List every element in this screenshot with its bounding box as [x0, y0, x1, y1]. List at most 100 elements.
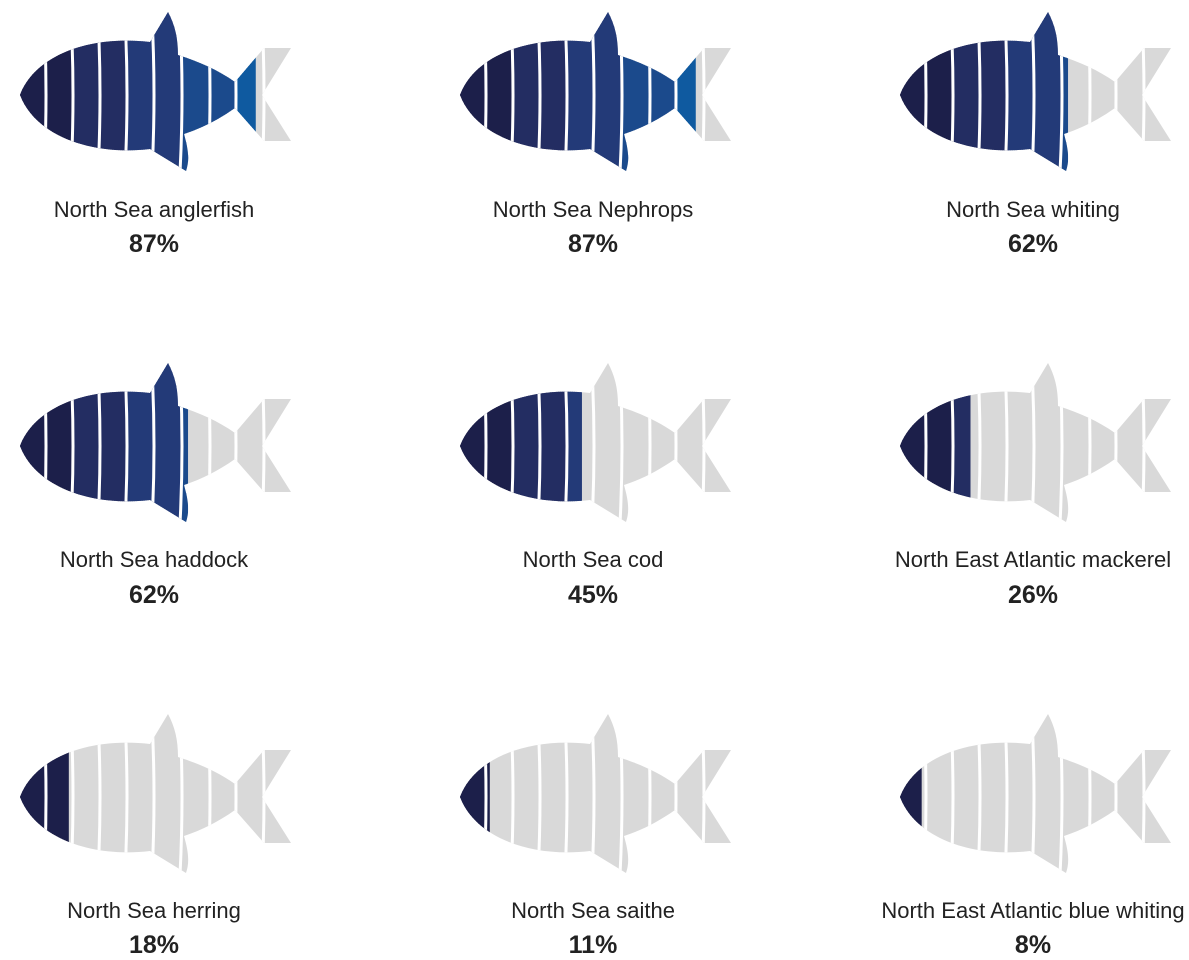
- fish-fill-strip: [508, 12, 511, 171]
- fish-fill-strip: [198, 12, 201, 171]
- fish-fill-strip: [646, 12, 649, 171]
- fish-fill-strip: [124, 363, 127, 522]
- fish-fill-strip: [564, 363, 567, 522]
- fish-fill-strip: [176, 12, 179, 171]
- fish-fill-strip: [468, 363, 471, 522]
- fish-fill-strip: [480, 12, 483, 171]
- stock-percentage-label: 11%: [569, 931, 618, 959]
- fish-fill-strip: [680, 12, 683, 171]
- fish-fill-strip: [988, 12, 991, 171]
- fish-fill-strip: [942, 363, 945, 522]
- fish-fill-strip: [488, 12, 491, 171]
- fish-fill-strip: [504, 12, 507, 171]
- fish-fill-strip: [212, 12, 215, 171]
- fish-fill-strip: [606, 12, 609, 171]
- fish-fill-strip: [918, 714, 921, 873]
- fish-fill-strip: [26, 12, 29, 171]
- fish-fill-strip: [70, 12, 73, 171]
- fish-fill-strip: [1050, 12, 1053, 171]
- fish-fill-strip: [468, 714, 471, 873]
- fish-fill-strip: [574, 363, 577, 522]
- fish-fill-strip: [542, 363, 545, 522]
- fish-fill-strip: [908, 714, 911, 873]
- fish-fill-strip: [76, 12, 79, 171]
- fish-fill-strip: [96, 363, 99, 522]
- fish-fill-strip: [604, 12, 607, 171]
- fish-fill-strip: [184, 363, 187, 522]
- fish-fill-strip: [56, 714, 59, 873]
- fish-fill-strip: [504, 363, 507, 522]
- fish-fill-strip: [948, 12, 951, 171]
- fish-fill-strip: [1052, 12, 1055, 171]
- fish-fill-strip: [956, 363, 959, 522]
- fish-fill-strip: [50, 363, 53, 522]
- fish-fill-strip: [24, 12, 27, 171]
- stock-percentage-label: 26%: [1008, 581, 1058, 609]
- fish-fill-strip: [514, 363, 517, 522]
- fish-icon: [20, 363, 291, 522]
- fish-fill-strip: [204, 12, 207, 171]
- fish-fill-strip: [94, 12, 97, 171]
- fish-fill-strip: [506, 12, 509, 171]
- fish-fill-strip: [998, 12, 1001, 171]
- fish-fill-strip: [124, 12, 127, 171]
- fish-fill-strip: [964, 12, 967, 171]
- fish-fill-strip: [114, 12, 117, 171]
- fish-fill-strip: [88, 363, 91, 522]
- fish-fill-strip: [48, 363, 51, 522]
- fish-fill-strip: [906, 12, 909, 171]
- fish-fill-strip: [28, 714, 31, 873]
- fish-fill-strip: [940, 363, 943, 522]
- fish-fill-strip: [662, 12, 665, 171]
- fish-fill-strip: [146, 12, 149, 171]
- fish-fill-strip: [530, 12, 533, 171]
- fish-fill-strip: [678, 12, 681, 171]
- fish-fill-strip: [666, 12, 669, 171]
- fish-fill-strip: [910, 714, 913, 873]
- fish-fill-strip: [968, 363, 971, 522]
- fish-fill-strip: [138, 12, 141, 171]
- fish-fill-strip: [560, 12, 563, 171]
- fish-fill-strip: [902, 363, 905, 522]
- fish-fill-strip: [86, 12, 89, 171]
- fish-fill-strip: [134, 363, 137, 522]
- fish-fill-strip: [928, 363, 931, 522]
- fish-fill-strip: [942, 12, 945, 171]
- fish-fill-strip: [140, 12, 143, 171]
- fish-fill-strip: [638, 12, 641, 171]
- fish-fill-strip: [916, 12, 919, 171]
- fish-fill-strip: [22, 363, 25, 522]
- fish-fill-strip: [570, 12, 573, 171]
- fish-fill-strip: [556, 12, 559, 171]
- fish-fill-strip: [142, 12, 145, 171]
- fish-fill-strip: [498, 12, 501, 171]
- fish-fill-strip: [60, 714, 63, 873]
- fish-fill-strip: [682, 12, 685, 171]
- fish-fill-strip: [114, 363, 117, 522]
- fish-fill-strip: [232, 12, 235, 171]
- fish-fill-strip: [944, 12, 947, 171]
- fish-fill-strip: [150, 363, 153, 522]
- fish-fill-strip: [178, 363, 181, 522]
- fish-fill-strip: [30, 363, 33, 522]
- fish-fill-strip: [464, 363, 467, 522]
- fish-icon: [460, 363, 731, 522]
- fish-fill-strip: [582, 12, 585, 171]
- fish-fill-strip: [38, 12, 41, 171]
- fish-fill-strip: [22, 714, 25, 873]
- fish-fill-strip: [580, 12, 583, 171]
- fish-fill-strip: [1046, 12, 1049, 171]
- fish-fill-strip: [496, 363, 499, 522]
- stock-name-label: North East Atlantic blue whiting: [881, 898, 1184, 923]
- fish-fill-strip: [664, 12, 667, 171]
- fish-fill-strip: [954, 363, 957, 522]
- fish-fill-strip: [902, 12, 905, 171]
- fish-fill-strip: [32, 12, 35, 171]
- fish-fill-strip: [28, 12, 31, 171]
- fish-fill-strip: [510, 363, 513, 522]
- fish-fill-strip: [134, 12, 137, 171]
- fish-fill-strip: [130, 12, 133, 171]
- fish-fill-strip: [610, 12, 613, 171]
- fish-fill-strip: [144, 12, 147, 171]
- fish-fill-strip: [586, 12, 589, 171]
